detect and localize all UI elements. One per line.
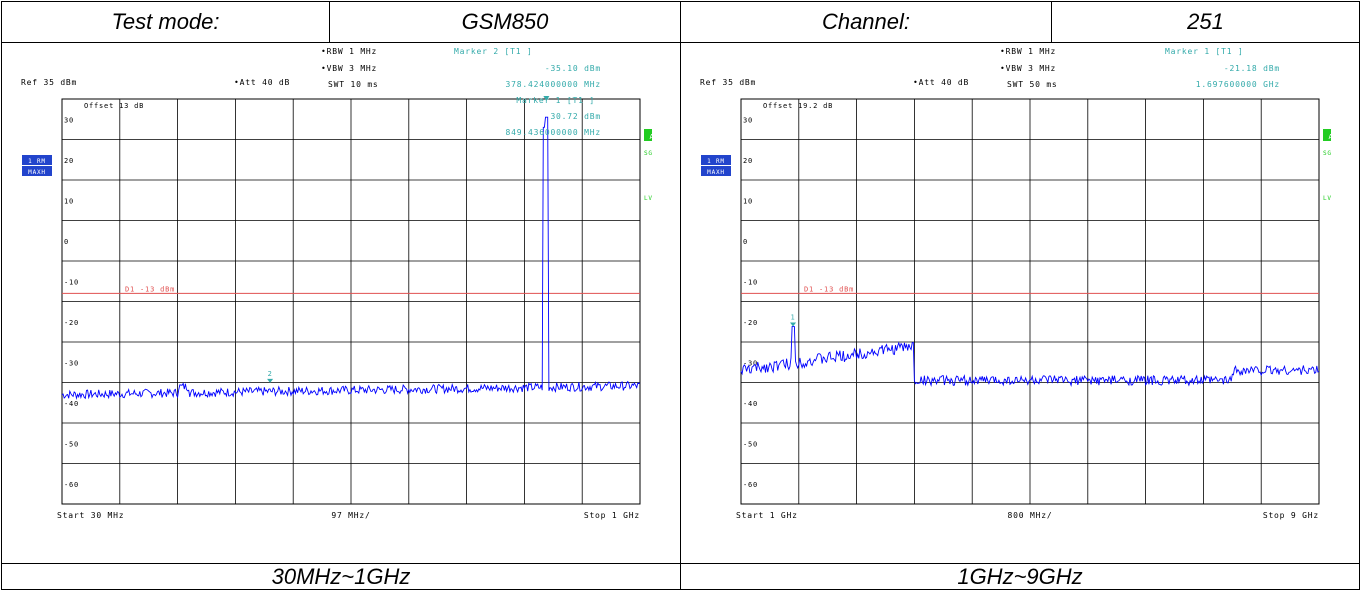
badge-a-label: A bbox=[649, 133, 652, 141]
span-label: 800 MHz/ bbox=[1008, 511, 1053, 520]
trace-label-maxh: MAXH bbox=[707, 169, 725, 176]
stop-freq-label: Stop 9 GHz bbox=[1263, 511, 1319, 520]
marker-inner-title: Marker 1 [T1 ] bbox=[516, 96, 595, 105]
sgl-indicator: SGL bbox=[1323, 150, 1331, 157]
y-tick-label: -10 bbox=[743, 278, 758, 286]
stop-freq-label: Stop 1 GHz bbox=[584, 511, 640, 520]
y-tick-label: -50 bbox=[64, 440, 79, 448]
trace-label-rm: 1 RM bbox=[28, 158, 46, 165]
channel-label: Channel: bbox=[821, 9, 911, 34]
y-tick-label: -60 bbox=[64, 481, 79, 489]
y-tick-label: 0 bbox=[64, 238, 69, 246]
badge-a-label: A bbox=[1328, 133, 1331, 141]
marker-1-number: 1 bbox=[791, 314, 796, 322]
y-tick-label: -60 bbox=[743, 481, 758, 489]
spectrum-plot-left-svg: Ref 35 dBm •Att 40 dB •RBW 1 MHz •VBW 3 MHz… bbox=[21, 47, 652, 520]
lvl-indicator: LVL bbox=[644, 195, 652, 202]
trace-badge-rm bbox=[701, 155, 731, 165]
badge-a bbox=[644, 129, 652, 141]
header-col-divider-2 bbox=[1051, 2, 1052, 42]
offset-label: Offset 19.2 dB bbox=[763, 102, 833, 110]
rbw-label: •RBW 1 MHz bbox=[321, 47, 377, 56]
limit-label: D1 -13 dBm bbox=[125, 285, 175, 293]
y-tick-label: 30 bbox=[743, 116, 753, 124]
y-tick-label: -20 bbox=[64, 319, 79, 327]
marker-inner-level: 30.72 dBm bbox=[550, 112, 601, 121]
marker-2-number: 2 bbox=[268, 370, 273, 378]
trace-label-rm: 1 RM bbox=[707, 158, 725, 165]
marker-inner-freq: 849.436000000 MHz bbox=[506, 128, 601, 137]
marker-top-level: -21.18 dBm bbox=[1224, 64, 1280, 73]
sweep-time-label: SWT 50 ms bbox=[1007, 80, 1058, 89]
trace-badge-maxh bbox=[701, 166, 731, 176]
y-tick-label: 20 bbox=[64, 157, 74, 165]
spectrum-plot-right: Ref 35 dBm •Att 40 dB •RBW 1 MHz •VBW 3 MHz… bbox=[695, 45, 1331, 523]
trace-badge-maxh bbox=[22, 166, 52, 176]
y-tick-label: 10 bbox=[64, 197, 74, 205]
channel-value: 251 bbox=[1187, 9, 1224, 34]
lvl-indicator: LVL bbox=[1323, 195, 1331, 202]
start-freq-label: Start 1 GHz bbox=[736, 511, 798, 520]
spectrum-trace bbox=[61, 116, 641, 400]
y-tick-label: 20 bbox=[743, 157, 753, 165]
offset-label: Offset 13 dB bbox=[84, 102, 144, 110]
marker-top-title: Marker 1 [T1 ] bbox=[1165, 47, 1244, 56]
limit-label: D1 -13 dBm bbox=[804, 285, 854, 293]
y-tick-label: -20 bbox=[743, 319, 758, 327]
rbw-label: •RBW 1 MHz bbox=[1000, 47, 1056, 56]
test-mode-label: Test mode: bbox=[111, 9, 220, 34]
attenuation-label: •Att 40 dB bbox=[234, 78, 290, 87]
y-tick-label: -10 bbox=[64, 278, 79, 286]
sweep-time-label: SWT 10 ms bbox=[328, 80, 379, 89]
y-tick-label: -30 bbox=[64, 359, 79, 367]
ref-level-label: Ref 35 dBm bbox=[700, 78, 756, 87]
vbw-label: •VBW 3 MHz bbox=[321, 64, 377, 73]
caption-right: 1GHz~9GHz bbox=[957, 564, 1083, 589]
marker-2-triangle bbox=[267, 378, 274, 383]
marker-top-freq: 1.697600000 GHz bbox=[1196, 80, 1280, 89]
header-col-divider-1 bbox=[329, 2, 330, 42]
y-tick-label: 30 bbox=[64, 116, 74, 124]
marker-top-freq: 378.424000000 MHz bbox=[506, 80, 601, 89]
badge-a bbox=[1323, 129, 1331, 141]
spectrum-plot-left: Ref 35 dBm •Att 40 dB •RBW 1 MHz •VBW 3 MHz… bbox=[16, 45, 652, 523]
trace-badge-rm bbox=[22, 155, 52, 165]
attenuation-label: •Att 40 dB bbox=[913, 78, 969, 87]
y-tick-label: 10 bbox=[743, 197, 753, 205]
ref-level-label: Ref 35 dBm bbox=[21, 78, 77, 87]
y-tick-label: -40 bbox=[64, 400, 79, 408]
vbw-label: •VBW 3 MHz bbox=[1000, 64, 1056, 73]
y-tick-label: -50 bbox=[743, 440, 758, 448]
span-label: 97 MHz/ bbox=[331, 511, 370, 520]
center-divider bbox=[680, 2, 681, 589]
y-tick-label: -30 bbox=[743, 359, 758, 367]
spectrum-plot-right-svg: Ref 35 dBm •Att 40 dB •RBW 1 MHz •VBW 3 MHz… bbox=[700, 47, 1331, 520]
marker-top-level: -35.10 dBm bbox=[545, 64, 601, 73]
marker-1-triangle bbox=[543, 96, 550, 101]
y-tick-label: 0 bbox=[743, 238, 748, 246]
marker-top-title: Marker 2 [T1 ] bbox=[454, 47, 533, 56]
trace-label-maxh: MAXH bbox=[28, 169, 46, 176]
caption-left: 30MHz~1GHz bbox=[271, 564, 411, 589]
marker-1-triangle bbox=[790, 322, 797, 327]
start-freq-label: Start 30 MHz bbox=[57, 511, 124, 520]
y-tick-label: -40 bbox=[743, 400, 758, 408]
spectrum-trace bbox=[740, 326, 1320, 388]
sgl-indicator: SGL bbox=[644, 150, 652, 157]
test-mode-value: GSM850 bbox=[461, 9, 549, 34]
